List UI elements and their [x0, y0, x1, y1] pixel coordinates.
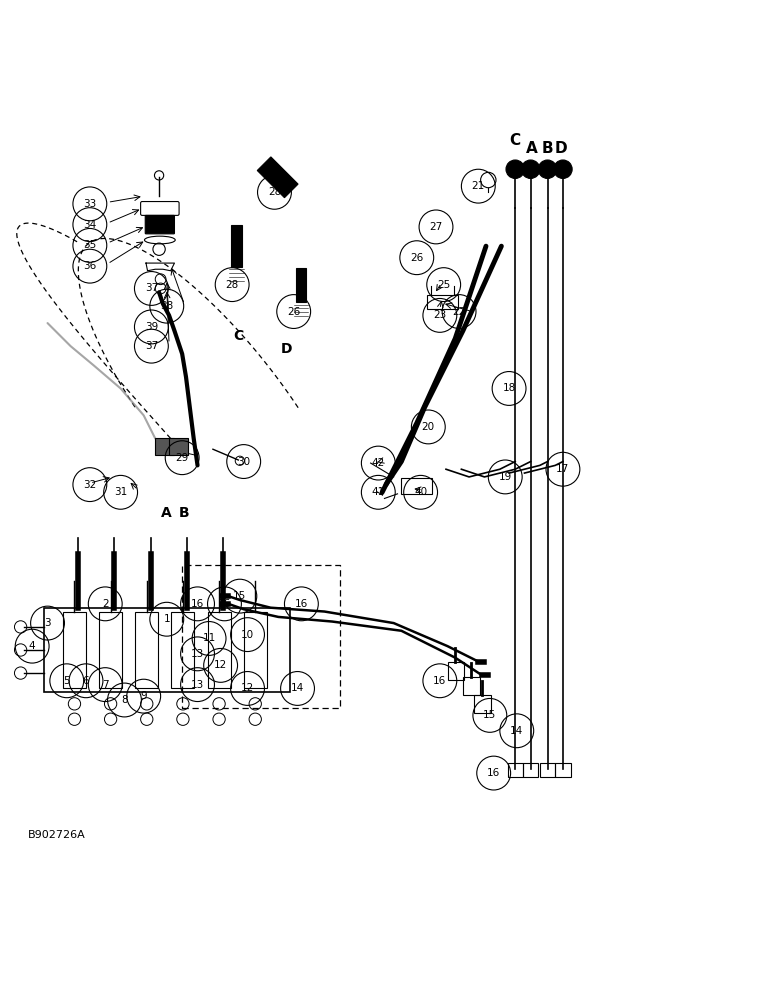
- Bar: [475, 695, 492, 713]
- Text: 25: 25: [437, 280, 450, 290]
- Bar: [171, 612, 195, 688]
- Text: 15: 15: [233, 591, 246, 601]
- Text: 21: 21: [472, 181, 485, 191]
- Text: 13: 13: [191, 680, 204, 690]
- Text: 16: 16: [295, 599, 308, 609]
- Text: C: C: [510, 133, 521, 148]
- Text: 14: 14: [291, 683, 304, 693]
- Bar: [63, 612, 86, 688]
- Text: D: D: [555, 141, 567, 156]
- Text: 16: 16: [487, 768, 500, 778]
- Text: 5: 5: [63, 676, 70, 686]
- Bar: [296, 268, 306, 302]
- Text: 30: 30: [237, 457, 250, 467]
- Text: 19: 19: [499, 472, 512, 482]
- Circle shape: [554, 160, 572, 178]
- Text: 12: 12: [214, 660, 227, 670]
- Text: 8: 8: [121, 695, 128, 705]
- Text: 33: 33: [83, 199, 96, 209]
- Text: 1: 1: [164, 614, 170, 624]
- Text: 20: 20: [422, 422, 435, 432]
- Text: 13: 13: [191, 649, 204, 659]
- Bar: [555, 763, 571, 777]
- Text: 17: 17: [557, 464, 570, 474]
- Text: 2: 2: [102, 599, 109, 609]
- Text: 39: 39: [145, 322, 158, 332]
- Text: 37: 37: [145, 341, 158, 351]
- Text: 42: 42: [371, 458, 385, 468]
- Text: 34: 34: [83, 220, 96, 230]
- Text: 26: 26: [410, 253, 423, 263]
- Text: 4: 4: [29, 641, 36, 651]
- Text: 41: 41: [371, 487, 385, 497]
- Text: 3: 3: [44, 618, 51, 628]
- Bar: [463, 677, 480, 695]
- Text: 11: 11: [202, 633, 215, 643]
- Text: 28: 28: [225, 280, 239, 290]
- Text: 38: 38: [160, 301, 174, 311]
- Text: 31: 31: [114, 487, 127, 497]
- Bar: [244, 612, 267, 688]
- Bar: [257, 157, 298, 198]
- Text: 37: 37: [145, 283, 158, 293]
- Text: 36: 36: [83, 261, 96, 271]
- Bar: [448, 662, 465, 680]
- Text: 29: 29: [175, 453, 189, 463]
- Bar: [507, 763, 523, 777]
- Text: 32: 32: [83, 480, 96, 490]
- Bar: [44, 608, 290, 692]
- Text: C: C: [233, 329, 243, 343]
- Bar: [169, 438, 188, 455]
- Text: 10: 10: [241, 630, 254, 640]
- Text: 23: 23: [433, 310, 446, 320]
- Bar: [155, 438, 174, 455]
- Bar: [427, 295, 458, 309]
- Text: 40: 40: [414, 487, 427, 497]
- Circle shape: [538, 160, 557, 178]
- Text: 16: 16: [218, 599, 231, 609]
- Text: 28: 28: [268, 187, 281, 197]
- Text: 16: 16: [433, 676, 446, 686]
- Circle shape: [506, 160, 524, 178]
- Bar: [99, 612, 122, 688]
- Text: 22: 22: [452, 307, 466, 317]
- Bar: [540, 763, 555, 777]
- Text: B902726A: B902726A: [29, 830, 86, 840]
- Circle shape: [521, 160, 540, 178]
- Text: 12: 12: [241, 683, 254, 693]
- Text: A: A: [161, 506, 172, 520]
- Text: A: A: [527, 141, 538, 156]
- Bar: [523, 763, 538, 777]
- Text: B: B: [178, 506, 189, 520]
- Bar: [135, 612, 158, 688]
- Text: 18: 18: [503, 383, 516, 393]
- FancyBboxPatch shape: [145, 215, 174, 234]
- Bar: [208, 612, 231, 688]
- Text: 35: 35: [83, 240, 96, 250]
- Text: 16: 16: [191, 599, 204, 609]
- Text: 9: 9: [141, 691, 147, 701]
- Text: 6: 6: [83, 676, 90, 686]
- Text: D: D: [280, 342, 292, 356]
- Bar: [231, 225, 242, 267]
- Text: 14: 14: [510, 726, 523, 736]
- Text: 27: 27: [429, 222, 442, 232]
- Text: B: B: [542, 141, 554, 156]
- Text: 7: 7: [102, 680, 109, 690]
- Bar: [401, 478, 432, 494]
- Text: 15: 15: [483, 710, 496, 720]
- Text: 26: 26: [287, 307, 300, 317]
